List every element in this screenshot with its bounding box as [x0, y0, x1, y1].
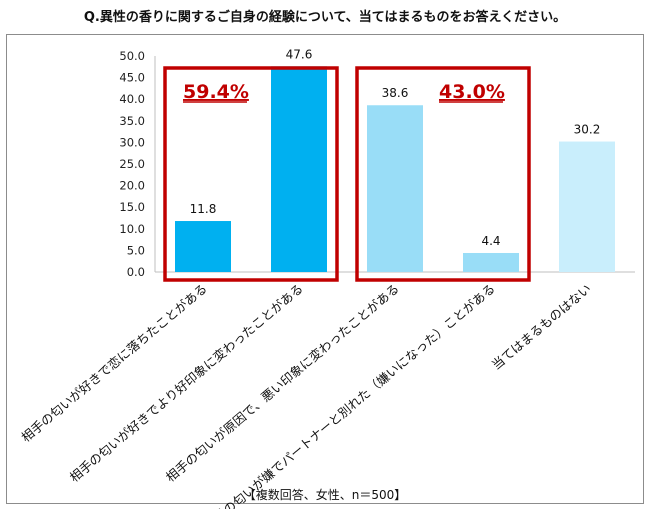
- y-tick-label: 50.0: [119, 49, 145, 63]
- data-label: 11.8: [190, 202, 217, 216]
- group-total-annotation: 59.4%: [183, 81, 249, 103]
- data-label: 47.6: [286, 47, 313, 61]
- chart-frame: [6, 34, 644, 504]
- group-total-annotation: 43.0%: [439, 81, 505, 103]
- bar: [367, 105, 423, 272]
- y-tick-label: 25.0: [119, 157, 145, 171]
- data-label: 30.2: [574, 123, 601, 137]
- group-highlight-box: [355, 66, 531, 282]
- bar: [463, 252, 519, 272]
- y-tick-label: 20.0: [119, 179, 145, 193]
- y-tick-label: 30.0: [119, 135, 145, 149]
- bar: [559, 141, 615, 272]
- category-label: 相手の匂いが嫌でパートナーと別れた（嫌いになった）ことがある: [201, 281, 498, 509]
- bar: [175, 221, 231, 272]
- chart-footnote: 【複数回答、女性、n＝500】: [243, 488, 407, 502]
- y-tick-label: 0.0: [127, 265, 145, 279]
- chart-title: Q.異性の香りに関するご自身の経験について、当てはまるものをお答えください。: [83, 10, 567, 25]
- y-tick-label: 45.0: [119, 71, 145, 85]
- y-tick-label: 10.0: [119, 222, 145, 236]
- data-label: 38.6: [382, 86, 409, 100]
- y-tick-label: 5.0: [127, 243, 145, 257]
- bar: [271, 66, 327, 272]
- y-tick-label: 40.0: [119, 92, 145, 106]
- group-highlight-box: [163, 66, 339, 282]
- y-tick-label: 35.0: [119, 114, 145, 128]
- category-label: 当てはまるものはない: [489, 281, 594, 373]
- y-tick-label: 15.0: [119, 200, 145, 214]
- category-label: 相手の匂いが好きで恋に落ちたことがある: [18, 281, 210, 445]
- data-label: 4.4: [481, 234, 500, 248]
